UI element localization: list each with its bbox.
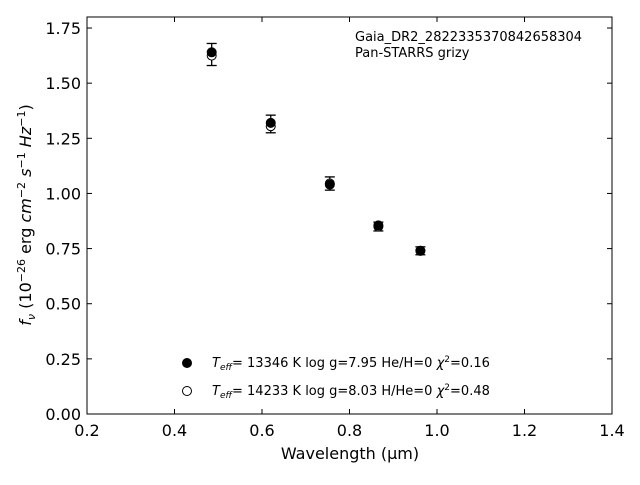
legend-params-filled: log g=7.95 He/H=0 bbox=[305, 356, 432, 371]
x-tick-label: 1.2 bbox=[512, 421, 537, 440]
data-point-filled bbox=[324, 179, 335, 190]
y-tick-label: 1.50 bbox=[45, 74, 81, 93]
legend-params-open: log g=8.03 H/He=0 bbox=[305, 384, 432, 399]
chart-annotation-object: Gaia_DR2_2822335370842658304 bbox=[355, 30, 582, 45]
data-point-filled bbox=[265, 117, 276, 128]
legend-chi-filled: =0.16 bbox=[450, 356, 490, 371]
x-tick-label: 0.4 bbox=[162, 421, 187, 440]
legend-marker-open bbox=[182, 386, 192, 396]
data-point-filled bbox=[415, 245, 426, 256]
y-tick-label: 1.25 bbox=[45, 129, 81, 148]
x-axis-label: Wavelength (μm) bbox=[281, 444, 419, 463]
chart-annotation-survey: Pan-STARRS grizy bbox=[355, 46, 470, 61]
series-filled-markers bbox=[206, 47, 426, 256]
x-tick-label: 0.6 bbox=[249, 421, 274, 440]
x-tick-label: 0.2 bbox=[74, 421, 99, 440]
x-tick-label: 1.0 bbox=[424, 421, 449, 440]
data-point-filled bbox=[206, 47, 217, 58]
legend-entry-filled: Teff= 13346 K log g=7.95 He/H=0 χ2=0.16 bbox=[212, 355, 490, 373]
plot-area bbox=[86, 16, 613, 415]
tick-marks bbox=[86, 17, 613, 415]
legend-entry-open: Teff= 14233 K log g=8.03 H/He=0 χ2=0.48 bbox=[212, 383, 490, 401]
x-tick-label: 0.8 bbox=[337, 421, 362, 440]
legend: Teff= 13346 K log g=7.95 He/H=0 χ2=0.16 … bbox=[182, 355, 490, 401]
data-point-filled bbox=[373, 220, 384, 231]
x-tick-label: 1.4 bbox=[599, 421, 624, 440]
legend-teff-open: = 14233 K bbox=[232, 384, 302, 399]
y-tick-label: 0.00 bbox=[45, 405, 81, 424]
legend-marker-filled bbox=[182, 358, 192, 368]
tick-labels: 0.2 0.4 0.6 0.8 1.0 1.2 1.4 0.00 0.25 0.50 0.75 1.0… bbox=[45, 19, 624, 440]
x-axis-label-text: Wavelength (μm) bbox=[281, 444, 419, 463]
y-tick-label: 0.75 bbox=[45, 240, 81, 259]
legend-teff-filled: = 13346 K bbox=[232, 356, 302, 371]
y-tick-label: 0.25 bbox=[45, 350, 81, 369]
y-tick-label: 0.50 bbox=[45, 295, 81, 314]
y-tick-label: 1.75 bbox=[45, 19, 81, 38]
y-tick-label: 1.00 bbox=[45, 184, 81, 203]
y-axis-label: fν (10−26 erg cm−2 s−1 Hz−1) bbox=[15, 104, 38, 325]
legend-chi-open: =0.48 bbox=[450, 384, 490, 399]
